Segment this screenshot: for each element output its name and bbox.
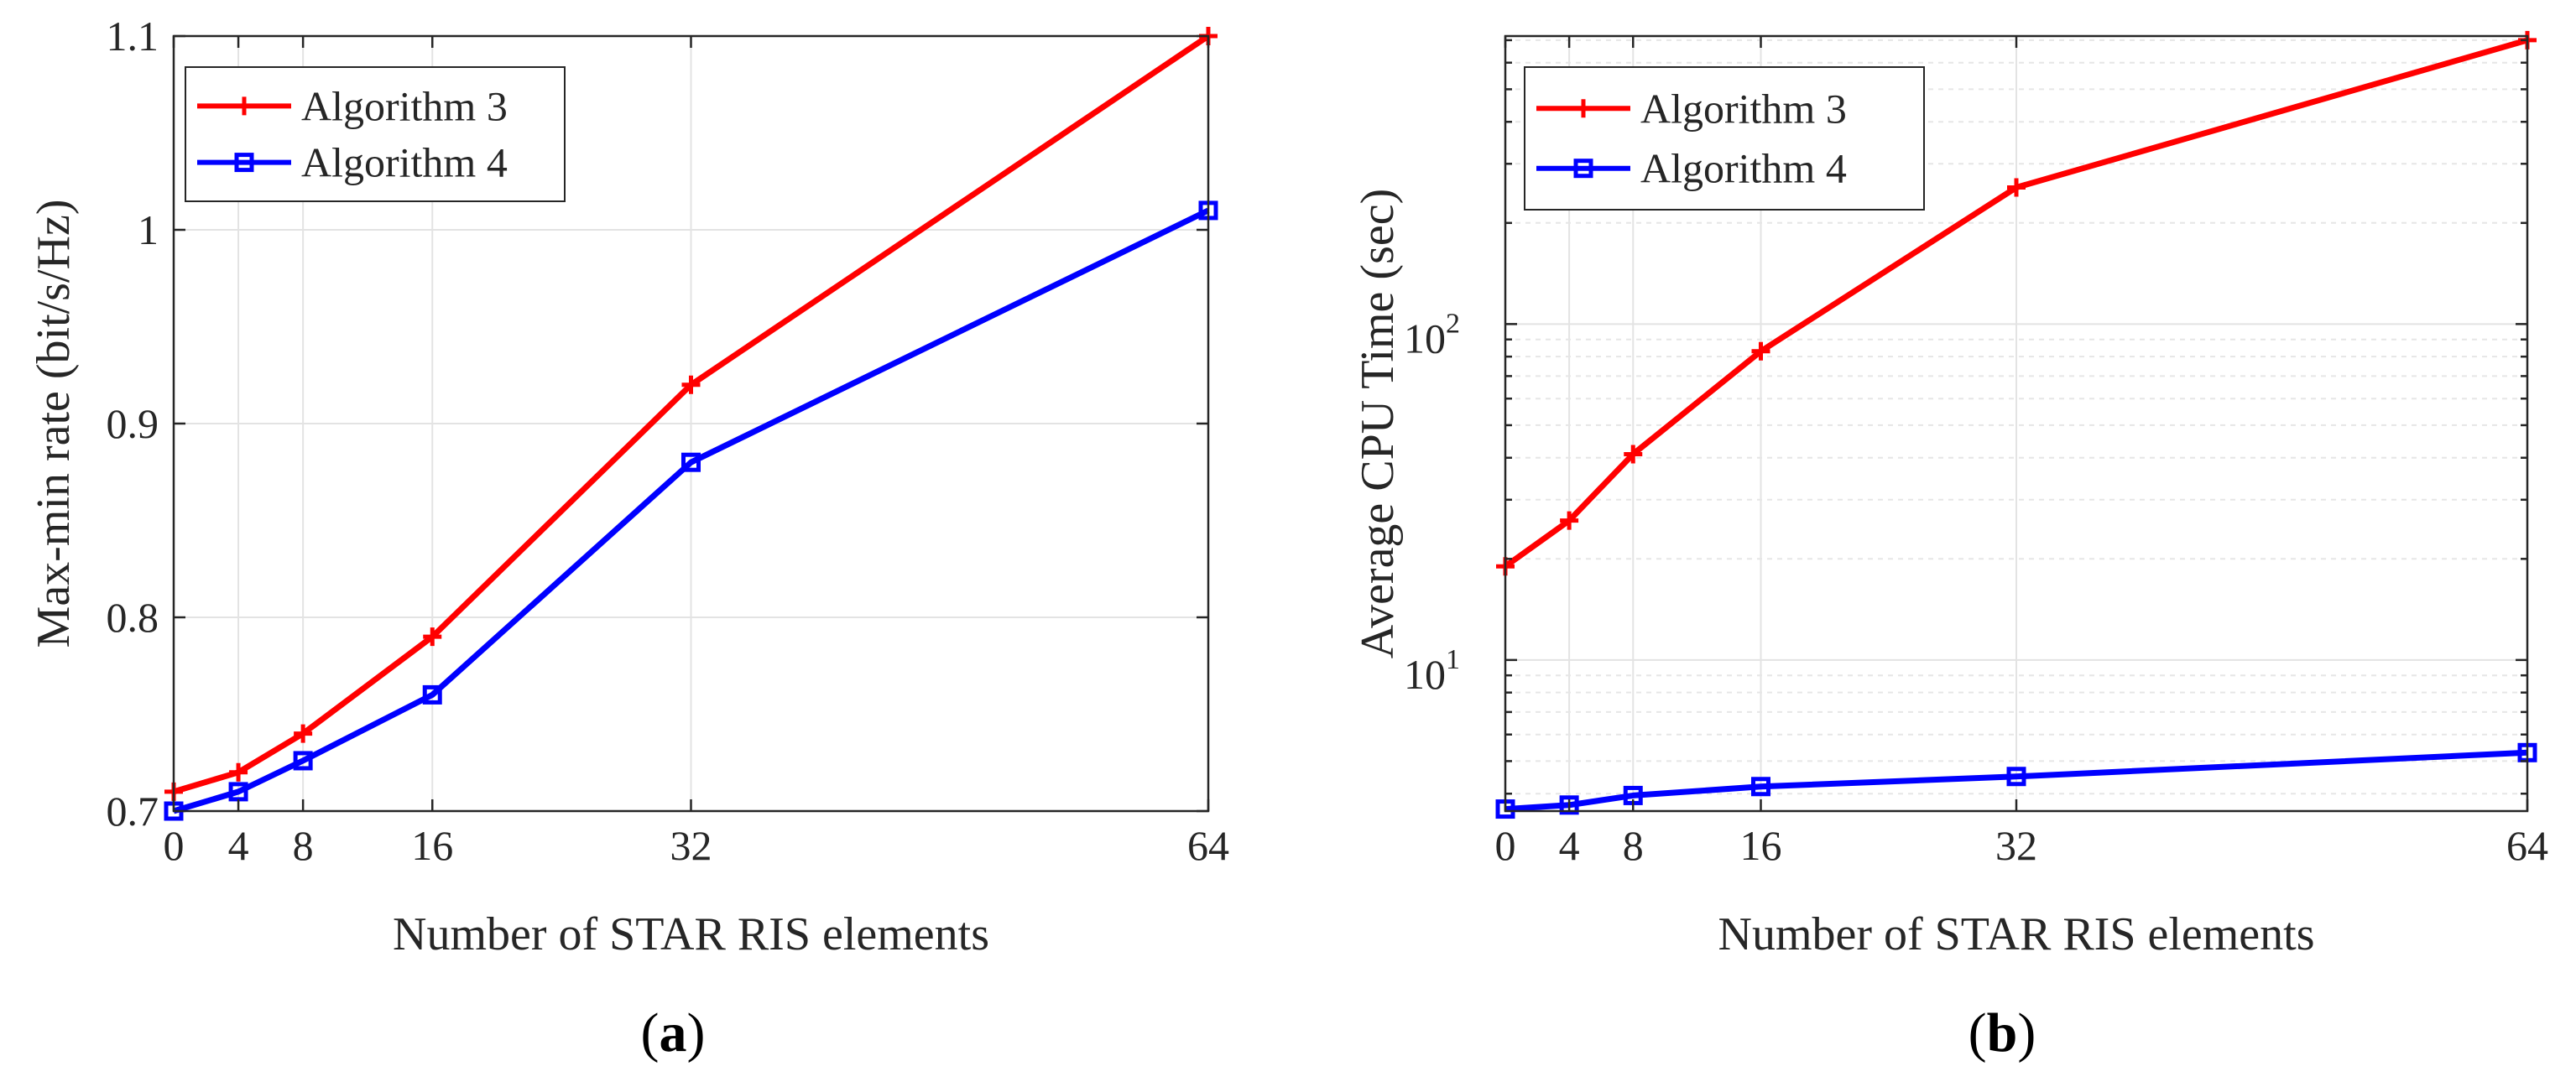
legend-box: [185, 66, 566, 202]
x-tick-label: 8: [1623, 822, 1644, 869]
data-point-algorithm-3: [229, 762, 248, 782]
data-point-algorithm-4: [1751, 777, 1770, 797]
x-tick-label: 0: [1495, 822, 1516, 869]
x-tick-label: 8: [293, 822, 314, 869]
y-tick-label: 102: [1404, 308, 1460, 362]
legend-label-algorithm-4: Algorithm 4: [1640, 145, 1847, 192]
y-tick-label: 1.1: [107, 13, 159, 60]
legend-marker-algorithm-4: [1573, 159, 1593, 179]
axis-ticks: [172, 34, 1210, 813]
legend-marker: [234, 153, 254, 173]
data-point-algorithm-4: [681, 452, 701, 472]
series-lines: [1503, 37, 2528, 813]
legend-label-algorithm-3: Algorithm 3: [301, 82, 508, 129]
legend-marker: [1574, 99, 1593, 118]
y-tick-label: 0.9: [107, 400, 159, 447]
legend-marker-algorithm-4: [234, 153, 254, 173]
x-tick-label: 0: [164, 822, 185, 869]
x-tick-label: 64: [1187, 822, 1229, 869]
y-tick-label: 101: [1404, 644, 1460, 698]
data-point-algorithm-3: [2007, 178, 2026, 197]
legend: Algorithm 3 Algorithm 4: [185, 66, 566, 202]
x-tick-label: 64: [2506, 822, 2548, 869]
chart-panel-a: 0 4 8 16 32 64 0.7 0.8 0.9 1 1.1 Number of STAR R…: [28, 13, 1229, 1064]
y-tick-labels: 101 102: [1404, 308, 1460, 698]
y-axis-label: Average CPU Time (sec): [1352, 189, 1404, 658]
legend-label-algorithm-4: Algorithm 4: [301, 139, 508, 186]
data-point-algorithm-3: [1560, 511, 1579, 530]
data-point-algorithm-4: [293, 751, 313, 771]
data-point-algorithm-4: [2006, 767, 2026, 787]
y-tick-label: 1: [138, 206, 159, 253]
x-tick-label: 32: [1995, 822, 2037, 869]
legend-box: [1524, 66, 1925, 211]
x-axis-label: Number of STAR RIS elements: [1718, 908, 2315, 960]
y-tick-label: 0.7: [107, 788, 159, 835]
data-point-algorithm-4: [1559, 795, 1579, 815]
y-tick-labels: 0.7 0.8 0.9 1 1.1: [107, 13, 159, 835]
y-axis-label: Max-min rate (bit/s/Hz): [28, 200, 80, 648]
panel-caption-a: (a): [641, 1002, 706, 1064]
series-line-algorithm-4: [1504, 749, 2528, 813]
x-tick-label: 16: [1740, 822, 1782, 869]
axis-ticks: [1504, 36, 2529, 811]
x-tick-label: 4: [1559, 822, 1580, 869]
x-tick-label: 32: [670, 822, 712, 869]
panel-caption-b: (b): [1969, 1002, 2036, 1064]
x-tick-label: 4: [228, 822, 249, 869]
x-axis-label: Number of STAR RIS elements: [393, 908, 989, 960]
data-point-algorithm-3: [1624, 445, 1643, 464]
y-tick-label: 0.8: [107, 594, 159, 641]
data-point-algorithm-3: [681, 375, 701, 394]
x-tick-labels: 0 4 8 16 32 64: [164, 822, 1230, 869]
legend-label-algorithm-3: Algorithm 3: [1640, 85, 1847, 132]
legend-marker: [235, 96, 253, 116]
x-tick-labels: 0 4 8 16 32 64: [1495, 822, 2549, 869]
chart-panel-b: 0 4 8 16 32 64 101 102 Number of STAR RIS ele…: [1352, 30, 2549, 1064]
legend: Algorithm 3 Algorithm 4: [1524, 66, 1925, 211]
data-point-algorithm-3: [1751, 341, 1770, 361]
legend-marker-algorithm-3: [1574, 99, 1593, 118]
data-point-algorithm-4: [422, 684, 442, 705]
data-point-algorithm-4: [228, 782, 248, 802]
series-line-algorithm-4: [172, 207, 1210, 814]
legend-marker-algorithm-3: [235, 96, 253, 116]
data-point-algorithm-3: [294, 724, 313, 743]
data-point-algorithm-3: [423, 627, 442, 647]
series-line-algorithm-3: [172, 34, 1210, 795]
legend-marker: [1573, 159, 1593, 179]
x-tick-label: 16: [411, 822, 453, 869]
series-line-algorithm-3: [1503, 37, 2528, 570]
series-lines: [172, 34, 1210, 814]
